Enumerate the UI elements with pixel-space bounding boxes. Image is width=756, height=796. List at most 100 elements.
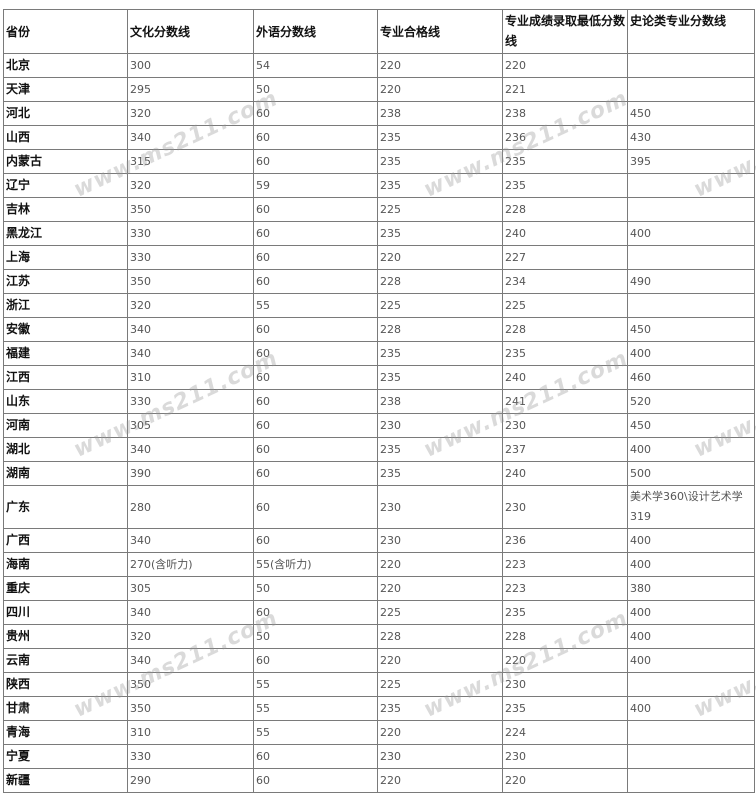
cell-major-min-admission: 220 bbox=[502, 53, 628, 78]
cell-theory-major-score bbox=[627, 245, 755, 270]
table-row: 湖北 340 60 235 237 400 bbox=[3, 437, 755, 462]
cell-foreign-language-score: 50 bbox=[253, 77, 378, 102]
cell-province: 重庆 bbox=[3, 576, 128, 601]
table-row: 宁夏 330 60 230 230 bbox=[3, 744, 755, 769]
cell-major-pass-line: 228 bbox=[377, 269, 503, 294]
table-row: 福建 340 60 235 235 400 bbox=[3, 341, 755, 366]
cell-major-min-admission: 221 bbox=[502, 77, 628, 102]
cell-major-pass-line: 220 bbox=[377, 245, 503, 270]
cell-major-pass-line: 220 bbox=[377, 768, 503, 793]
cell-province: 海南 bbox=[3, 552, 128, 577]
cell-culture-score: 290 bbox=[127, 768, 254, 793]
cell-major-min-admission: 235 bbox=[502, 173, 628, 198]
cell-major-pass-line: 235 bbox=[377, 173, 503, 198]
cell-major-pass-line: 235 bbox=[377, 437, 503, 462]
cell-major-min-admission: 220 bbox=[502, 768, 628, 793]
cell-culture-score: 320 bbox=[127, 293, 254, 318]
header-major-min-admission: 专业成绩录取最低分数线 bbox=[502, 9, 628, 54]
cell-province: 天津 bbox=[3, 77, 128, 102]
table-row: 天津 295 50 220 221 bbox=[3, 77, 755, 102]
cell-theory-major-score bbox=[627, 744, 755, 769]
cell-province: 吉林 bbox=[3, 197, 128, 222]
cell-province: 浙江 bbox=[3, 293, 128, 318]
table-header-row: 省份 文化分数线 外语分数线 专业合格线 专业成绩录取最低分数线 史论类专业分数… bbox=[3, 9, 755, 54]
cell-foreign-language-score: 55 bbox=[253, 696, 378, 721]
cell-major-pass-line: 225 bbox=[377, 672, 503, 697]
cell-major-min-admission: 240 bbox=[502, 365, 628, 390]
table-row: 山西 340 60 235 236 430 bbox=[3, 125, 755, 150]
cell-theory-major-score: 490 bbox=[627, 269, 755, 294]
cell-major-pass-line: 230 bbox=[377, 528, 503, 553]
cell-culture-score: 330 bbox=[127, 744, 254, 769]
table-row: 贵州 320 50 228 228 400 bbox=[3, 624, 755, 649]
cell-culture-score: 330 bbox=[127, 221, 254, 246]
cell-culture-score: 330 bbox=[127, 389, 254, 414]
cell-theory-major-score: 380 bbox=[627, 576, 755, 601]
cell-major-min-admission: 230 bbox=[502, 413, 628, 438]
cell-province: 河南 bbox=[3, 413, 128, 438]
cell-foreign-language-score: 60 bbox=[253, 341, 378, 366]
cell-culture-score: 315 bbox=[127, 149, 254, 174]
cell-theory-major-score: 400 bbox=[627, 221, 755, 246]
cell-culture-score: 305 bbox=[127, 576, 254, 601]
cell-province: 江西 bbox=[3, 365, 128, 390]
cell-foreign-language-score: 60 bbox=[253, 485, 378, 529]
cell-culture-score: 305 bbox=[127, 413, 254, 438]
cell-major-pass-line: 225 bbox=[377, 293, 503, 318]
cell-province: 新疆 bbox=[3, 768, 128, 793]
table-row: 海南 270(含听力) 55(含听力) 220 223 400 bbox=[3, 552, 755, 577]
cell-major-pass-line: 228 bbox=[377, 624, 503, 649]
cell-province: 安徽 bbox=[3, 317, 128, 342]
cell-major-pass-line: 225 bbox=[377, 197, 503, 222]
cell-foreign-language-score: 60 bbox=[253, 528, 378, 553]
cell-major-min-admission: 228 bbox=[502, 197, 628, 222]
cell-foreign-language-score: 60 bbox=[253, 648, 378, 673]
cell-foreign-language-score: 60 bbox=[253, 269, 378, 294]
cell-major-min-admission: 223 bbox=[502, 576, 628, 601]
cell-major-pass-line: 238 bbox=[377, 101, 503, 126]
cell-culture-score: 330 bbox=[127, 245, 254, 270]
table-row: 辽宁 320 59 235 235 bbox=[3, 173, 755, 198]
cell-major-min-admission: 235 bbox=[502, 341, 628, 366]
cell-major-pass-line: 220 bbox=[377, 720, 503, 745]
cell-foreign-language-score: 60 bbox=[253, 461, 378, 486]
cell-foreign-language-score: 60 bbox=[253, 389, 378, 414]
cell-foreign-language-score: 55(含听力) bbox=[253, 552, 378, 577]
cell-culture-score: 340 bbox=[127, 600, 254, 625]
cell-foreign-language-score: 54 bbox=[253, 53, 378, 78]
cell-major-min-admission: 235 bbox=[502, 600, 628, 625]
cell-province: 云南 bbox=[3, 648, 128, 673]
header-culture-score: 文化分数线 bbox=[127, 9, 254, 54]
cell-theory-major-score: 450 bbox=[627, 101, 755, 126]
cell-theory-major-score bbox=[627, 720, 755, 745]
cell-major-pass-line: 235 bbox=[377, 341, 503, 366]
cell-theory-major-score: 400 bbox=[627, 552, 755, 577]
cell-culture-score: 340 bbox=[127, 648, 254, 673]
cell-major-pass-line: 235 bbox=[377, 125, 503, 150]
cell-foreign-language-score: 60 bbox=[253, 600, 378, 625]
cell-province: 内蒙古 bbox=[3, 149, 128, 174]
cell-theory-major-score: 400 bbox=[627, 624, 755, 649]
table-row: 甘肃 350 55 235 235 400 bbox=[3, 696, 755, 721]
table-row: 江苏 350 60 228 234 490 bbox=[3, 269, 755, 294]
cell-major-min-admission: 240 bbox=[502, 461, 628, 486]
cell-major-pass-line: 230 bbox=[377, 744, 503, 769]
header-foreign-language-score: 外语分数线 bbox=[253, 9, 378, 54]
table-row: 广西 340 60 230 236 400 bbox=[3, 528, 755, 553]
cell-major-pass-line: 225 bbox=[377, 600, 503, 625]
cell-major-pass-line: 238 bbox=[377, 389, 503, 414]
cell-theory-major-score bbox=[627, 672, 755, 697]
header-major-pass-line: 专业合格线 bbox=[377, 9, 503, 54]
cell-major-pass-line: 220 bbox=[377, 576, 503, 601]
table-row: 上海 330 60 220 227 bbox=[3, 245, 755, 270]
table-row: 北京 300 54 220 220 bbox=[3, 53, 755, 78]
header-province: 省份 bbox=[3, 9, 128, 54]
cell-major-pass-line: 228 bbox=[377, 317, 503, 342]
score-table-body: 省份 文化分数线 外语分数线 专业合格线 专业成绩录取最低分数线 史论类专业分数… bbox=[3, 9, 755, 793]
cell-province: 辽宁 bbox=[3, 173, 128, 198]
cell-province: 广西 bbox=[3, 528, 128, 553]
cell-foreign-language-score: 50 bbox=[253, 624, 378, 649]
table-row: 河北 320 60 238 238 450 bbox=[3, 101, 755, 126]
cell-province: 福建 bbox=[3, 341, 128, 366]
cell-culture-score: 350 bbox=[127, 672, 254, 697]
